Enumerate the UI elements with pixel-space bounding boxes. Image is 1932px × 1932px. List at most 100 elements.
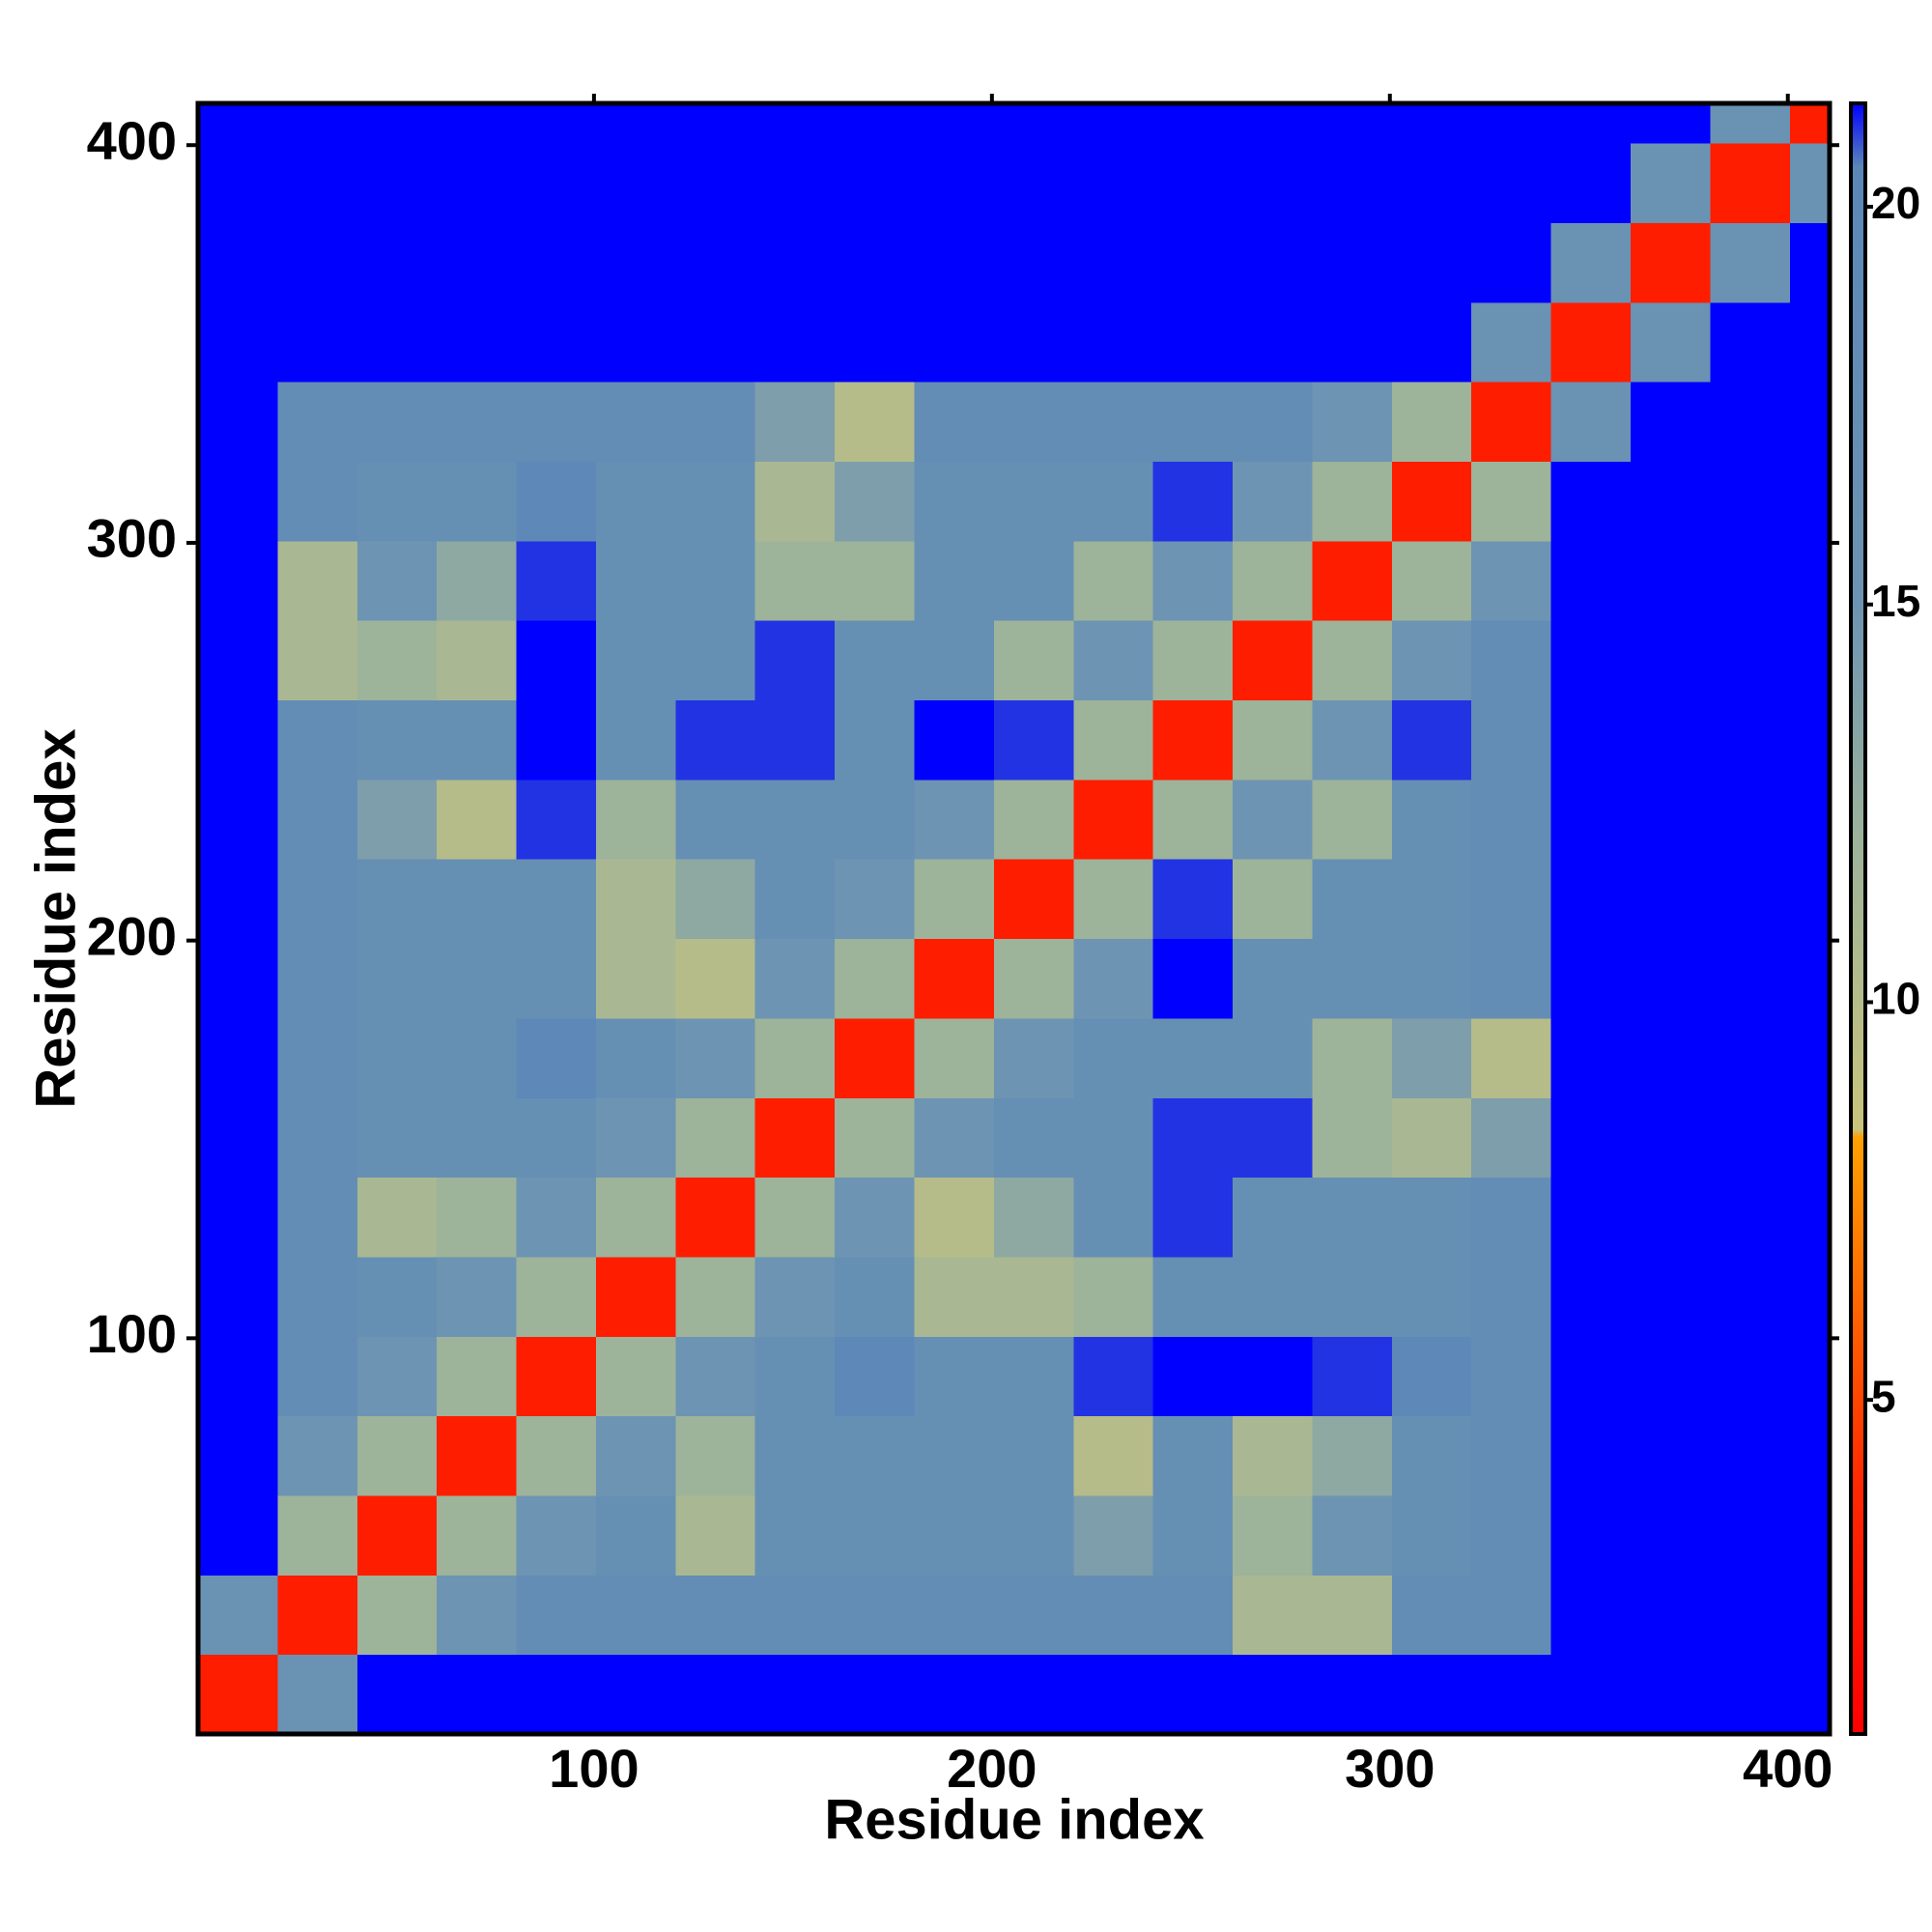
heatmap-cell	[1073, 103, 1154, 144]
heatmap-cell	[1233, 382, 1313, 463]
heatmap-cell	[993, 540, 1074, 621]
heatmap-cell	[1152, 938, 1234, 1019]
heatmap-cell	[675, 143, 756, 224]
heatmap-cell	[1073, 1097, 1154, 1179]
heatmap-cell	[993, 1415, 1074, 1496]
heatmap-cell	[437, 1177, 518, 1258]
heatmap-cell	[595, 779, 676, 860]
heatmap-cell	[595, 1256, 676, 1337]
heatmap-cell	[1710, 1017, 1791, 1098]
x-axis-title: Residue index	[824, 1788, 1204, 1851]
heatmap-cell	[277, 461, 358, 542]
heatmap-cell	[595, 382, 676, 463]
heatmap-cell	[1312, 382, 1393, 463]
heatmap-cell	[1233, 938, 1313, 1019]
heatmap-cell	[1391, 1256, 1472, 1337]
heatmap-cell	[1789, 938, 1831, 1019]
heatmap-cell	[754, 1336, 836, 1417]
heatmap-cell	[1631, 461, 1711, 542]
heatmap-cell	[1789, 620, 1831, 701]
heatmap-cell	[914, 382, 995, 463]
heatmap-cell	[993, 699, 1074, 781]
heatmap-cell	[1391, 1415, 1472, 1496]
heatmap-cell	[1631, 301, 1711, 383]
heatmap-cell	[595, 620, 676, 701]
heatmap-cell	[1789, 382, 1831, 463]
heatmap-cell	[356, 779, 438, 860]
heatmap-cell	[835, 1336, 916, 1417]
heatmap-cell	[1631, 222, 1711, 303]
heatmap-cell	[1312, 1654, 1393, 1735]
heatmap-cell	[516, 143, 597, 224]
heatmap-cell	[835, 1177, 916, 1258]
heatmap-cell	[835, 1415, 916, 1496]
heatmap-cell	[277, 1336, 358, 1417]
heatmap-cell	[277, 103, 358, 144]
heatmap-cell	[993, 103, 1074, 144]
heatmap-cell	[1233, 1575, 1313, 1656]
heatmap-cell	[1233, 1415, 1313, 1496]
heatmap-cell	[835, 1575, 916, 1656]
heatmap-cell	[198, 540, 278, 621]
heatmap-cell	[277, 1654, 358, 1735]
heatmap-cell	[1631, 1415, 1711, 1496]
heatmap-cell	[1152, 859, 1234, 940]
heatmap-cell	[1312, 699, 1393, 781]
heatmap-cell	[437, 620, 518, 701]
heatmap-cell	[1471, 699, 1552, 781]
heatmap-cell	[1471, 382, 1552, 463]
heatmap-cell	[277, 382, 358, 463]
heatmap-cell	[1152, 103, 1234, 144]
heatmap-cell	[1152, 540, 1234, 621]
heatmap-cell	[1073, 699, 1154, 781]
heatmap-cell	[1471, 1256, 1552, 1337]
heatmap-cell	[754, 859, 836, 940]
heatmap-cell	[1391, 143, 1472, 224]
heatmap-cell	[675, 461, 756, 542]
heatmap-cell	[1471, 540, 1552, 621]
heatmap-cell	[675, 301, 756, 383]
heatmap-cell	[1710, 699, 1791, 781]
heatmap-cell	[1312, 1256, 1393, 1337]
heatmap-cell	[516, 301, 597, 383]
heatmap-cell	[835, 1654, 916, 1735]
heatmap-cell	[993, 1017, 1074, 1098]
heatmap-cell	[914, 1494, 995, 1576]
heatmap-cell	[754, 1415, 836, 1496]
heatmap-cell	[198, 1415, 278, 1496]
heatmap-cell	[1471, 779, 1552, 860]
heatmap-cell	[516, 1336, 597, 1417]
heatmap-cell	[356, 1256, 438, 1337]
heatmap-cell	[198, 461, 278, 542]
heatmap-cell	[914, 461, 995, 542]
heatmap-cell	[675, 938, 756, 1019]
heatmap-cell	[754, 143, 836, 224]
heatmap-cell	[198, 699, 278, 781]
heatmap-cell	[437, 1256, 518, 1337]
heatmap-cell	[914, 301, 995, 383]
colorbar-tick-label: 20	[1871, 178, 1920, 228]
heatmap-cell	[277, 1575, 358, 1656]
heatmap-cell	[1710, 143, 1791, 224]
heatmap-cell	[914, 1097, 995, 1179]
heatmap-cell	[754, 938, 836, 1019]
heatmap-cell	[437, 1575, 518, 1656]
x-tick-label: 200	[947, 1738, 1037, 1799]
heatmap-cell	[516, 1494, 597, 1576]
heatmap-cell	[993, 1494, 1074, 1576]
heatmap-cell	[1233, 222, 1313, 303]
heatmap-cell	[914, 103, 995, 144]
heatmap-cell	[1073, 1415, 1154, 1496]
heatmap-cell	[198, 1494, 278, 1576]
heatmap-cell	[1233, 1336, 1313, 1417]
heatmap-cell	[1391, 222, 1472, 303]
heatmap-cell	[1152, 1575, 1234, 1656]
heatmap-cell	[1710, 1415, 1791, 1496]
heatmap-cell	[277, 859, 358, 940]
heatmap-cell	[1710, 859, 1791, 940]
heatmap-cell	[198, 620, 278, 701]
heatmap-cell	[1471, 1336, 1552, 1417]
heatmap-cell	[1631, 1177, 1711, 1258]
heatmap-cell	[1789, 1336, 1831, 1417]
heatmap-cell	[993, 1575, 1074, 1656]
